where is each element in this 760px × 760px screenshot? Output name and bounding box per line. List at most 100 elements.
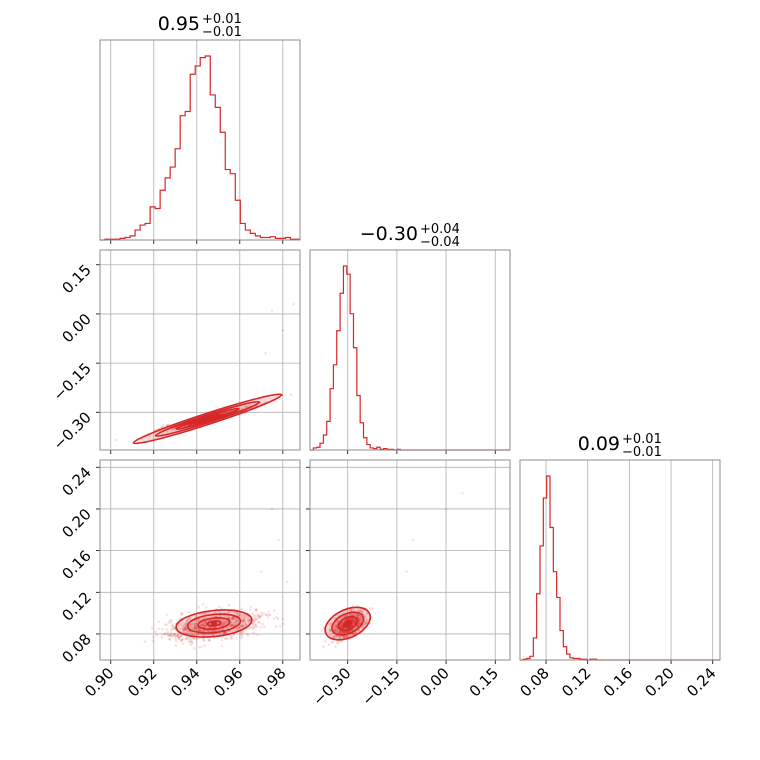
sample-point [250,625,254,629]
sample-point [259,570,263,573]
sample-point [167,630,170,634]
sample-point [344,627,347,630]
sample-point [339,617,342,621]
sample-point [277,538,280,542]
sample-point [166,634,170,637]
sample-point [182,627,185,631]
sample-point [200,629,204,633]
sample-point [183,622,187,626]
sample-point [221,412,225,415]
sample-point [336,619,339,623]
sample-point [350,617,354,621]
sample-point [197,628,201,631]
sample-point [365,612,369,616]
sample-point [356,622,360,625]
sample-point [245,405,248,409]
sample-point [218,611,222,614]
sample-point [169,633,172,636]
sample-point [187,618,190,622]
sample-point [268,613,272,616]
sample-point [334,628,338,632]
sample-point [188,423,192,426]
sample-point [176,633,180,636]
sample-point [221,412,225,415]
frame-pair-1-2 [309,459,511,661]
sample-point [234,622,237,626]
sample-point [185,619,189,623]
sample-point [338,613,342,616]
sample-point [193,636,196,640]
sample-point [207,638,210,641]
sample-point [461,492,464,495]
sample-point [221,627,225,631]
sample-point [143,640,147,643]
sample-point [232,623,235,627]
sample-point [337,635,341,639]
sample-point [179,635,183,638]
sample-point [358,619,362,623]
sample-point [193,622,197,626]
sample-point [334,626,338,630]
sample-point [239,614,243,617]
sample-point [201,623,205,627]
sample-point [243,615,246,619]
sample-point [285,580,289,584]
sample-point [247,404,251,408]
sample-point [365,611,369,615]
sample-point [239,616,243,619]
tick-label-x: 0.98 [253,664,289,700]
sample-point [191,422,194,426]
sample-point [148,434,151,438]
sample-point [201,621,205,625]
sample-point [270,309,274,312]
sample-point [360,626,364,630]
sample-point [334,634,337,638]
sample-point [444,507,448,511]
sample-point [232,617,236,620]
sample-point [189,423,193,426]
sample-point [244,623,248,627]
sample-point [344,631,348,634]
sample-point [357,621,361,625]
sample-point [242,613,245,617]
sample-point [343,631,347,635]
sample-point [338,636,341,639]
sample-point [359,617,363,621]
sample-point [335,628,339,632]
sample-point [185,636,188,639]
tick-label-x: 0.92 [124,664,160,700]
sample-point [195,627,198,630]
sample-point [267,613,271,617]
sample-point [339,631,343,635]
sample-point [151,635,155,639]
sample-point [193,626,196,629]
sample-point [189,423,193,426]
sample-point [353,627,356,630]
sample-point [338,630,342,633]
sample-point [231,617,234,621]
sample-point [334,624,338,627]
sample-point [188,640,192,643]
sample-point [350,617,353,620]
sample-point [173,632,176,636]
sample-point [237,626,240,629]
sample-point [348,609,352,612]
sample-point [265,613,268,617]
sample-point [235,613,239,616]
sample-point [223,631,227,635]
sample-point [358,615,362,618]
sample-point [335,635,339,639]
sample-point [201,622,205,626]
sample-point [170,619,174,622]
sample-point [338,640,341,643]
tick-label-x: 0.90 [81,664,117,700]
sample-point [332,635,336,639]
sample-point [150,627,154,630]
sample-point [214,629,218,633]
sample-point [276,617,280,621]
sample-point [330,632,334,635]
sample-point [333,616,336,620]
sample-point [256,613,259,616]
sample-point [223,622,226,625]
sample-point [254,624,258,627]
